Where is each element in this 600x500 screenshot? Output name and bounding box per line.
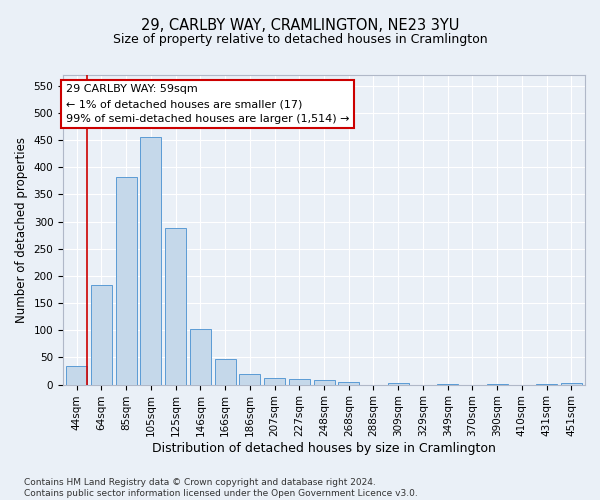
X-axis label: Distribution of detached houses by size in Cramlington: Distribution of detached houses by size … xyxy=(152,442,496,455)
Bar xyxy=(215,358,236,384)
Bar xyxy=(165,228,186,384)
Bar xyxy=(91,285,112,384)
Bar xyxy=(116,176,137,384)
Bar xyxy=(561,383,582,384)
Y-axis label: Number of detached properties: Number of detached properties xyxy=(15,137,28,323)
Text: Size of property relative to detached houses in Cramlington: Size of property relative to detached ho… xyxy=(113,32,487,46)
Bar xyxy=(314,380,335,384)
Bar xyxy=(388,383,409,384)
Bar xyxy=(289,379,310,384)
Text: Contains HM Land Registry data © Crown copyright and database right 2024.
Contai: Contains HM Land Registry data © Crown c… xyxy=(24,478,418,498)
Bar xyxy=(66,366,87,384)
Bar xyxy=(338,382,359,384)
Text: 29, CARLBY WAY, CRAMLINGTON, NE23 3YU: 29, CARLBY WAY, CRAMLINGTON, NE23 3YU xyxy=(141,18,459,32)
Text: 29 CARLBY WAY: 59sqm
← 1% of detached houses are smaller (17)
99% of semi-detach: 29 CARLBY WAY: 59sqm ← 1% of detached ho… xyxy=(65,84,349,124)
Bar xyxy=(239,374,260,384)
Bar xyxy=(264,378,285,384)
Bar xyxy=(190,328,211,384)
Bar xyxy=(140,138,161,384)
